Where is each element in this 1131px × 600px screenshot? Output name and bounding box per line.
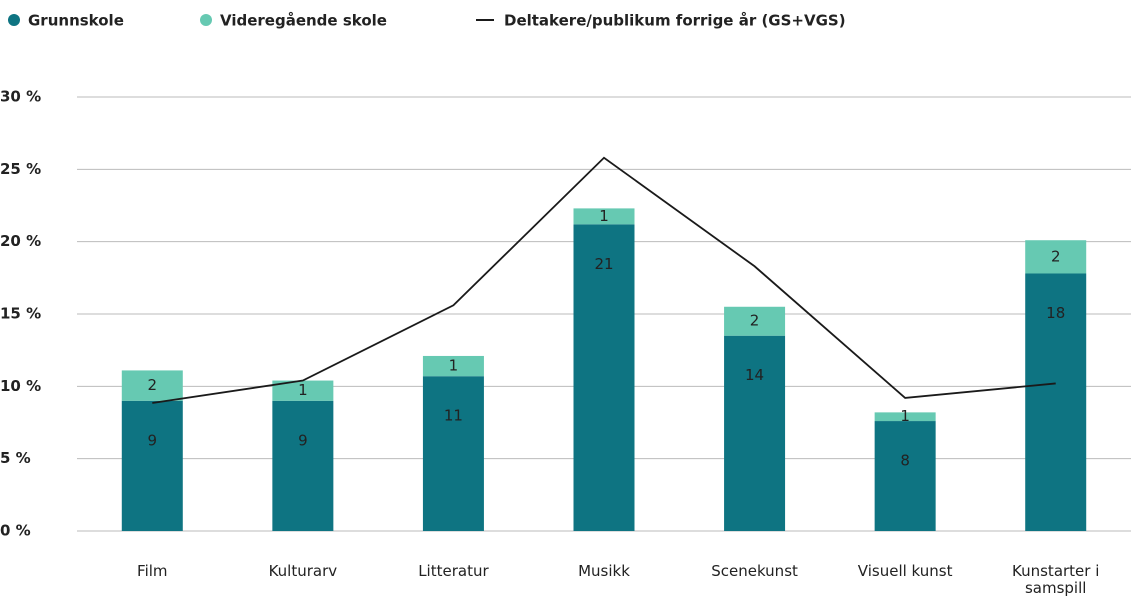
y-tick-label: 25 %: [0, 160, 41, 178]
y-tick-label: 10 %: [0, 377, 41, 395]
bar: [1025, 240, 1087, 274]
bar: [724, 335, 786, 531]
bar: [272, 400, 334, 531]
value-label: 2: [750, 312, 760, 330]
legend-label: Videregående skole: [220, 12, 387, 30]
y-tick-label: 5 %: [0, 449, 31, 467]
x-tick-label: Kunstarter i samspill: [1012, 562, 1100, 597]
legend-swatch: [200, 14, 212, 26]
bar: [422, 376, 484, 531]
y-tick-label: 20 %: [0, 232, 41, 250]
x-tick-label: Litteratur: [418, 562, 489, 580]
value-label: 8: [900, 452, 910, 470]
value-label: 2: [148, 376, 158, 394]
bar: [1025, 273, 1087, 531]
bar: [874, 421, 936, 531]
bar: [121, 370, 183, 401]
bar: [422, 355, 484, 377]
bar: [121, 400, 183, 531]
value-label: 21: [594, 255, 613, 273]
bar: [874, 412, 936, 422]
x-tick-label: Scenekunst: [711, 562, 798, 580]
x-tick-label: Film: [137, 562, 168, 580]
x-tick-label: Visuell kunst: [857, 562, 953, 580]
value-label: 1: [449, 357, 459, 375]
legend-swatch: [8, 14, 20, 26]
x-tick-label: Kulturarv: [268, 562, 338, 580]
bar: [573, 208, 635, 225]
x-tick-label: Musikk: [578, 562, 630, 580]
legend-label: Grunnskole: [28, 12, 124, 30]
bar: [573, 224, 635, 531]
value-label: 14: [745, 366, 764, 384]
y-tick-label: 15 %: [0, 305, 41, 323]
bar: [272, 380, 334, 401]
line: [152, 156, 1056, 404]
y-tick-label: 0 %: [0, 522, 31, 540]
value-label: 11: [444, 407, 463, 425]
value-label: 1: [599, 207, 609, 225]
value-label: 1: [298, 381, 308, 399]
value-label: 9: [298, 431, 308, 449]
bar: [724, 306, 786, 336]
value-label: 1: [900, 407, 910, 425]
value-label: 18: [1046, 304, 1065, 322]
value-label: 2: [1051, 247, 1061, 265]
value-label: 9: [148, 431, 158, 449]
legend-label: Deltakere/publikum forrige år (GS+VGS): [504, 12, 846, 30]
y-tick-label: 30 %: [0, 88, 41, 106]
